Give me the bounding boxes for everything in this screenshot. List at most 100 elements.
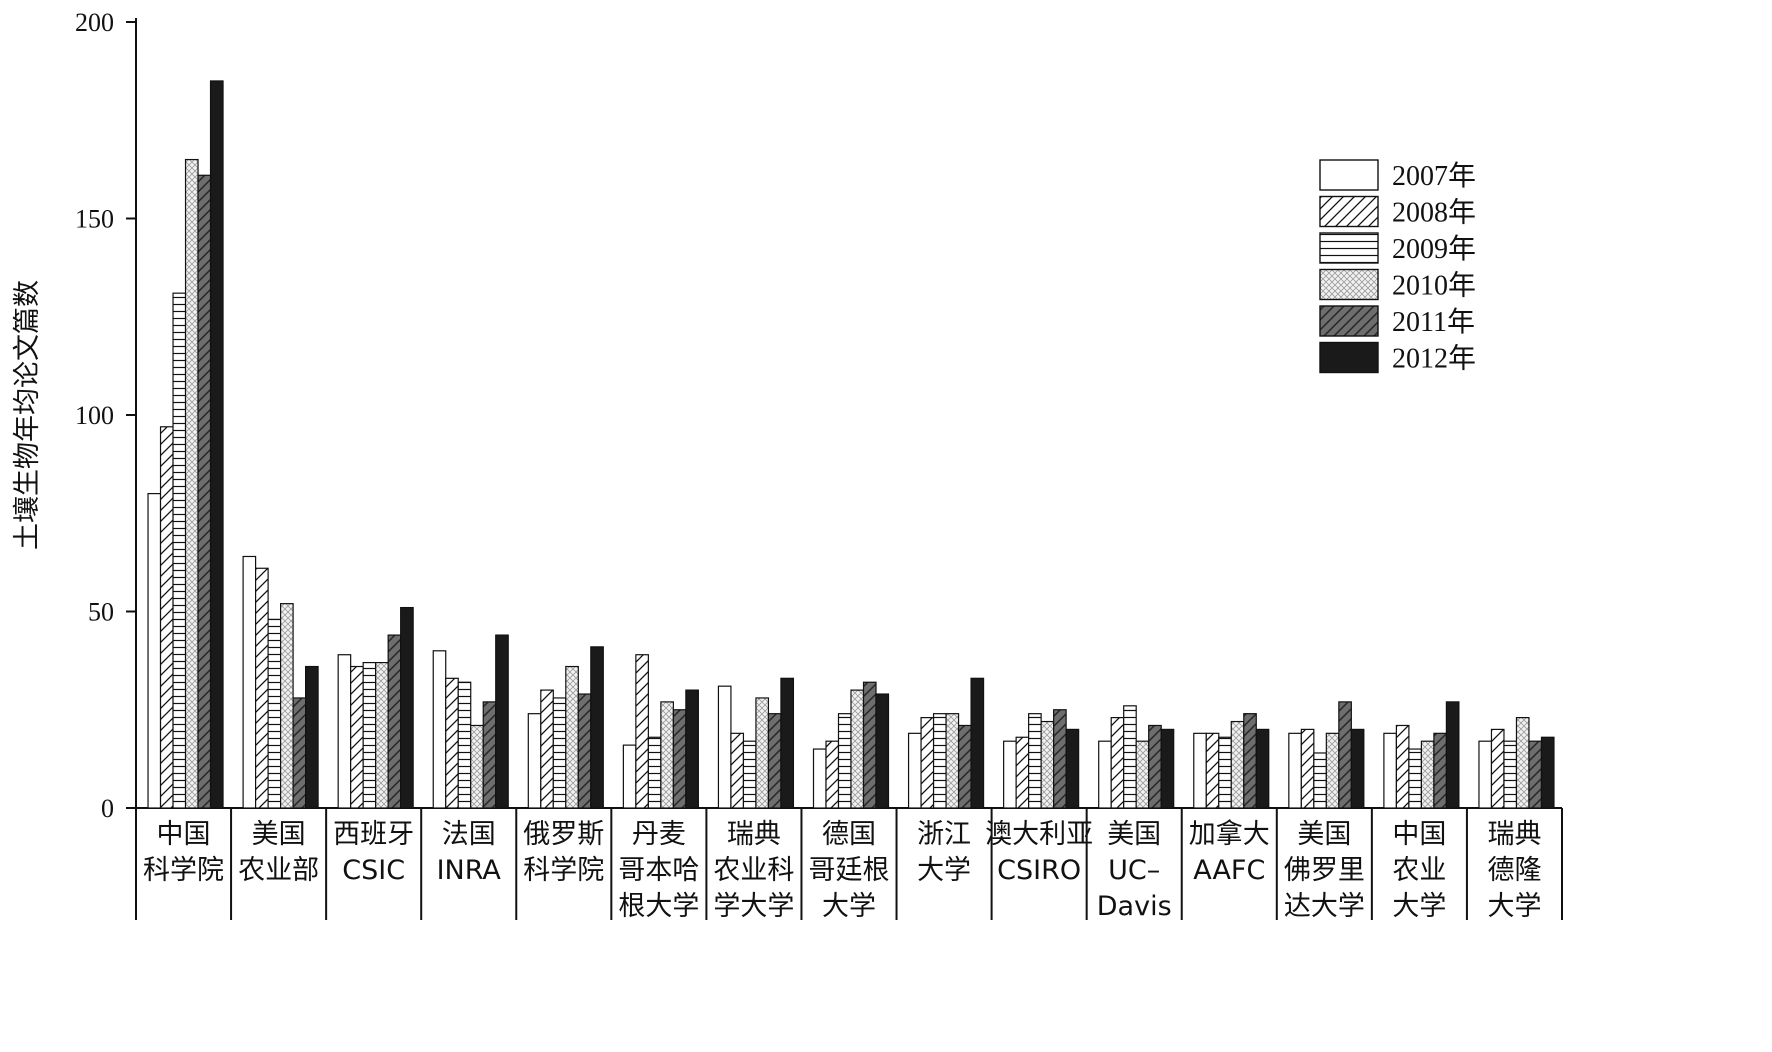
x-tick-label: 科学院 bbox=[523, 855, 604, 886]
x-tick-label: UC– bbox=[1108, 855, 1160, 886]
bar bbox=[1160, 728, 1175, 809]
y-tick-label: 150 bbox=[75, 205, 114, 234]
bar bbox=[742, 740, 757, 809]
x-tick-label: 根大学 bbox=[618, 891, 699, 922]
bar bbox=[400, 606, 414, 809]
bar bbox=[1503, 740, 1518, 809]
bar bbox=[1528, 740, 1543, 809]
legend-entry-label: 2009年 bbox=[1392, 233, 1476, 265]
y-tick-label: 200 bbox=[75, 8, 114, 37]
bar bbox=[1383, 732, 1398, 809]
bar bbox=[1003, 740, 1017, 809]
bar bbox=[209, 80, 224, 809]
bar bbox=[1325, 732, 1340, 809]
bar bbox=[1098, 740, 1112, 809]
legend-entry-label: 2012年 bbox=[1392, 343, 1476, 375]
x-tick-label: 浙江 bbox=[917, 819, 971, 850]
legend-entry-label: 2007年 bbox=[1392, 160, 1476, 192]
legend-entry-label: 2010年 bbox=[1392, 270, 1476, 302]
x-tick-label: 农业 bbox=[1392, 855, 1446, 886]
bar bbox=[920, 717, 935, 809]
bars-group bbox=[147, 80, 1555, 809]
bar bbox=[850, 689, 865, 809]
bar bbox=[184, 158, 199, 809]
bar bbox=[1205, 732, 1220, 809]
bar bbox=[375, 661, 389, 809]
x-tick-label: 达大学 bbox=[1284, 891, 1365, 922]
x-tick-label: 大学 bbox=[822, 891, 876, 922]
x-tick-label: 瑞典 bbox=[727, 819, 781, 850]
bar bbox=[1420, 740, 1435, 809]
bar bbox=[267, 618, 282, 809]
x-tick-label: 中国 bbox=[157, 819, 211, 850]
bar bbox=[1433, 732, 1448, 809]
bar bbox=[957, 724, 972, 809]
x-tick-label: 德国 bbox=[822, 819, 876, 850]
x-tick-label: 大学 bbox=[1392, 891, 1446, 922]
bar bbox=[1313, 752, 1327, 809]
bar bbox=[445, 677, 459, 809]
legend-entry-label: 2008年 bbox=[1392, 197, 1476, 229]
x-tick-label: 佛罗里 bbox=[1284, 855, 1365, 886]
bar bbox=[565, 665, 579, 809]
x-tick-label: 西班牙 bbox=[333, 819, 414, 850]
x-tick-label: 科学院 bbox=[143, 855, 224, 886]
bar bbox=[1515, 717, 1530, 809]
bar bbox=[590, 646, 604, 809]
bar bbox=[1300, 728, 1315, 809]
bar bbox=[862, 681, 877, 809]
x-tick-label: 丹麦 bbox=[632, 819, 686, 850]
bar bbox=[932, 713, 947, 809]
bar bbox=[540, 689, 554, 809]
bar bbox=[907, 732, 922, 809]
bar bbox=[1123, 705, 1137, 809]
bar bbox=[1053, 709, 1067, 809]
x-tick-label: 澳大利亚 bbox=[985, 819, 1093, 850]
bar bbox=[147, 493, 162, 809]
bar bbox=[837, 713, 852, 809]
bar bbox=[482, 701, 497, 809]
legend-swatch bbox=[1319, 159, 1379, 191]
bar bbox=[1135, 740, 1150, 809]
bar bbox=[1445, 701, 1460, 809]
bar bbox=[172, 292, 187, 809]
bar bbox=[1243, 713, 1257, 809]
bar bbox=[875, 693, 890, 809]
bar bbox=[1490, 728, 1505, 809]
bar bbox=[242, 555, 257, 809]
bar bbox=[970, 677, 985, 809]
bar bbox=[280, 603, 294, 809]
x-tick-label: Davis bbox=[1097, 891, 1172, 922]
bar bbox=[432, 650, 447, 809]
bar bbox=[1478, 740, 1493, 809]
legend-swatch bbox=[1319, 195, 1379, 228]
bar bbox=[1040, 720, 1055, 809]
bar bbox=[685, 689, 699, 809]
y-tick-label: 0 bbox=[101, 794, 114, 823]
x-tick-label: AAFC bbox=[1193, 855, 1265, 886]
bar bbox=[552, 697, 567, 809]
legend-entry-label: 2011年 bbox=[1392, 306, 1475, 338]
bar bbox=[470, 724, 484, 809]
bar bbox=[1408, 748, 1423, 809]
bar bbox=[622, 744, 637, 809]
bar bbox=[1015, 736, 1030, 809]
bar bbox=[457, 681, 472, 809]
bar bbox=[647, 736, 662, 809]
legend: 2007年 2008年 2009年 2010年 2011年 2012年 bbox=[1319, 159, 1476, 375]
x-tick-label: 德隆 bbox=[1487, 855, 1541, 886]
category-labels-group: 中国科学院美国农业部西班牙CSIC法国INRA俄罗斯科学院丹麦哥本哈根大学瑞典农… bbox=[143, 819, 1541, 922]
bar bbox=[1350, 728, 1365, 809]
x-tick-label: 俄罗斯 bbox=[523, 819, 604, 850]
bar bbox=[387, 634, 402, 809]
bar bbox=[527, 713, 542, 809]
bar bbox=[337, 654, 352, 809]
bar bbox=[1148, 724, 1162, 809]
bar bbox=[1110, 717, 1125, 809]
bar bbox=[825, 740, 840, 809]
legend-swatch bbox=[1319, 305, 1379, 337]
x-tick-label: 农业科 bbox=[713, 855, 794, 886]
y-axis-label: 土壤生物年均论文篇数 bbox=[12, 280, 43, 550]
